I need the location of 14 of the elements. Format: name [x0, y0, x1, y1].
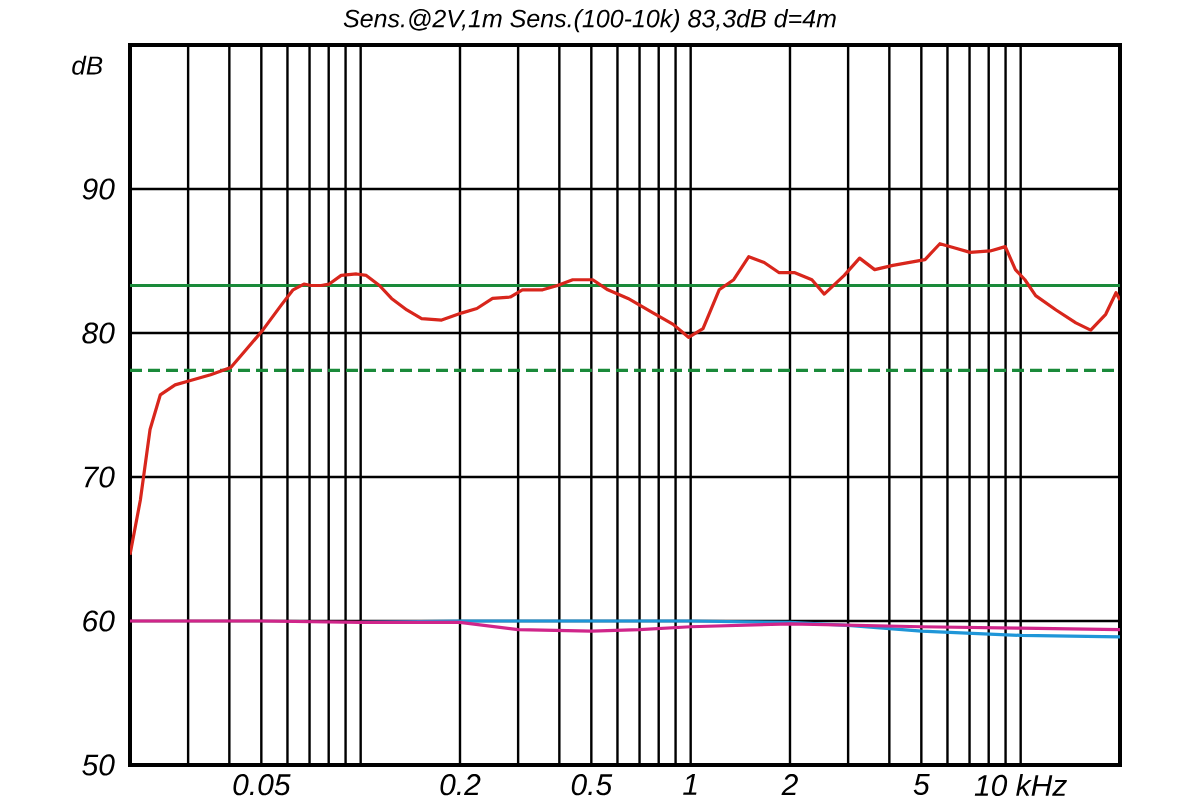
y-tick-label: 80 [82, 322, 115, 344]
x-tick-label: 0.05 [233, 774, 291, 796]
x-tick-label: 0.2 [440, 774, 481, 796]
x-tick-label: 10 kHz [974, 774, 1067, 797]
y-tick-label: 60 [83, 610, 115, 632]
y-axis-title: dB [72, 55, 103, 75]
x-tick-label: 0.5 [571, 774, 613, 796]
y-tick-label: 70 [84, 466, 115, 488]
y-tick-label: 50 [82, 754, 115, 776]
x-tick-label: 5 [913, 774, 930, 795]
y-tick-label: 90 [82, 178, 115, 200]
x-tick-label: 1 [683, 774, 697, 795]
chart-title: Sens.@2V,1m Sens.(100-10k) 83,3dB d=4m [343, 9, 836, 33]
x-tick-label: 2 [781, 774, 798, 796]
